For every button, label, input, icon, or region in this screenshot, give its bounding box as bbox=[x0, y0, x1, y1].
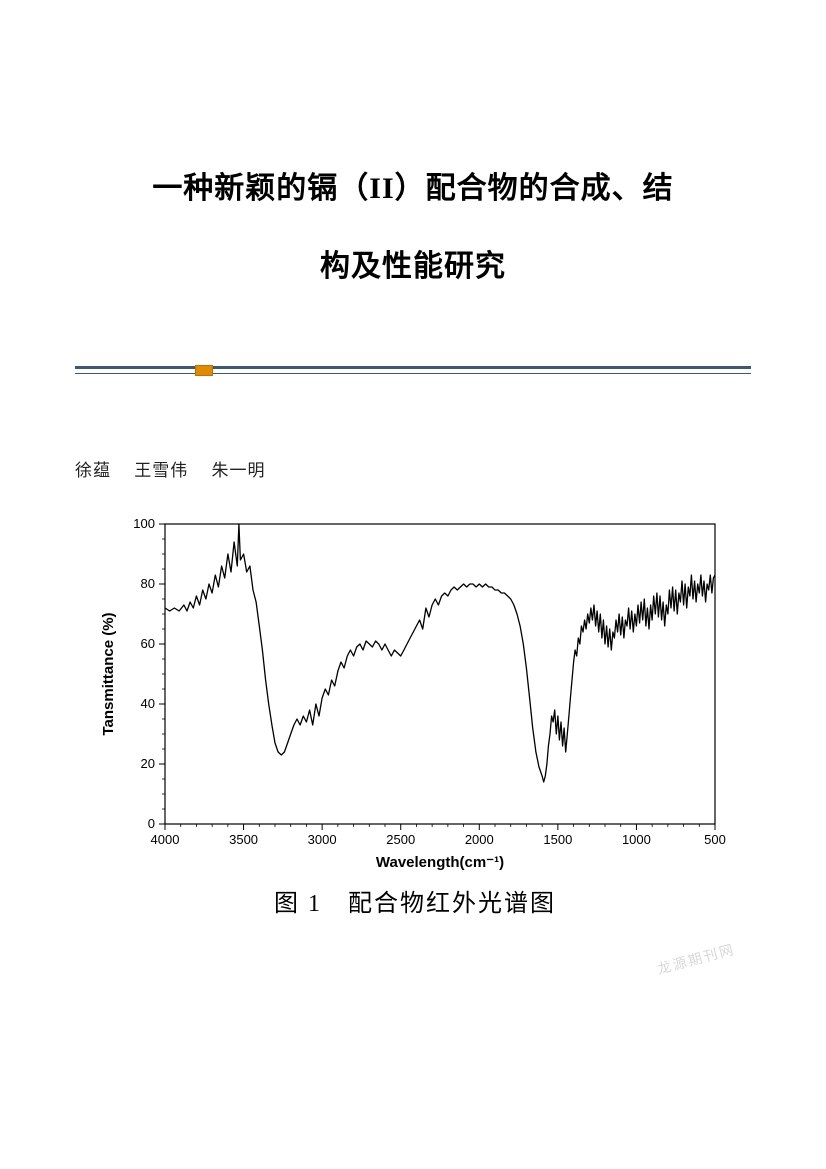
svg-text:3000: 3000 bbox=[308, 832, 337, 847]
svg-text:3500: 3500 bbox=[229, 832, 258, 847]
divider-badge-icon bbox=[195, 365, 213, 376]
svg-text:0: 0 bbox=[148, 816, 155, 831]
figure-1: 4000 3500 3000 2500 2000 1500 1000 500 0 20 40 60 80… bbox=[95, 509, 735, 918]
section-divider bbox=[75, 366, 751, 386]
svg-text:1000: 1000 bbox=[622, 832, 651, 847]
author-3: 朱一明 bbox=[212, 461, 266, 480]
svg-text:80: 80 bbox=[141, 576, 155, 591]
divider-line-thin bbox=[75, 373, 751, 374]
svg-text:40: 40 bbox=[141, 696, 155, 711]
svg-text:2500: 2500 bbox=[386, 832, 415, 847]
svg-text:2000: 2000 bbox=[465, 832, 494, 847]
svg-text:20: 20 bbox=[141, 756, 155, 771]
svg-text:100: 100 bbox=[133, 516, 155, 531]
svg-text:Tansmittance (%): Tansmittance (%) bbox=[100, 612, 117, 735]
author-1: 徐蕴 bbox=[75, 461, 111, 480]
divider-line-thick bbox=[75, 366, 751, 369]
svg-text:4000: 4000 bbox=[151, 832, 180, 847]
title-line-2: 构及性能研究 bbox=[75, 228, 751, 306]
author-list: 徐蕴 王雪伟 朱一明 bbox=[75, 456, 751, 481]
title-line-1: 一种新颖的镉（II）配合物的合成、结 bbox=[75, 150, 751, 228]
svg-text:1500: 1500 bbox=[543, 832, 572, 847]
svg-text:500: 500 bbox=[704, 832, 726, 847]
watermark-text: 龙源期刊网 bbox=[655, 939, 737, 979]
svg-text:60: 60 bbox=[141, 636, 155, 651]
paper-title: 一种新颖的镉（II）配合物的合成、结 构及性能研究 bbox=[75, 150, 751, 306]
svg-text:Wavelength(cm⁻¹): Wavelength(cm⁻¹) bbox=[376, 854, 504, 871]
figure-1-caption: 图 1 配合物红外光谱图 bbox=[95, 883, 735, 918]
author-2: 王雪伟 bbox=[134, 461, 188, 480]
ir-spectrum-chart: 4000 3500 3000 2500 2000 1500 1000 500 0 20 40 60 80… bbox=[95, 509, 735, 879]
